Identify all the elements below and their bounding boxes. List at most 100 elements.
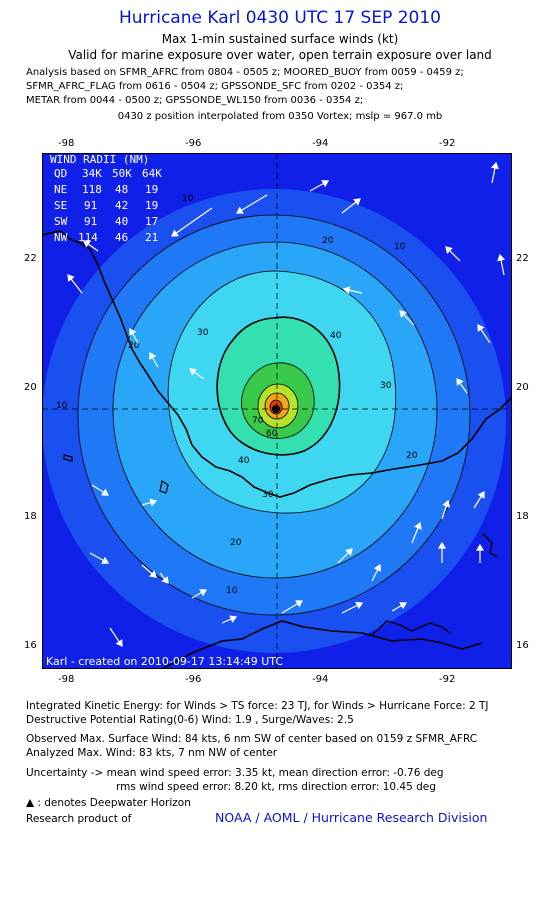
- radii-se-64: 19: [145, 199, 158, 212]
- contour-label-20-a: 20: [322, 236, 334, 246]
- wind-arrow-head: [67, 274, 75, 282]
- contour-label-10-d: 10: [226, 586, 238, 596]
- wind-arrow-head: [475, 543, 485, 551]
- lon-tick-bottom-96: -96: [185, 674, 202, 685]
- wind-arrow-head: [83, 240, 91, 248]
- map-frame: [42, 153, 512, 669]
- wind-arrow-head: [342, 286, 351, 295]
- wind-arrow-head: [353, 198, 361, 206]
- ike-line: Integrated Kinetic Energy: for Winds > T…: [26, 700, 489, 712]
- lat-tick-left-22: 22: [24, 253, 37, 264]
- radii-header-64k: 64K: [142, 167, 162, 180]
- map-credit: Karl - created on 2010-09-17 13:14:49 UT…: [46, 655, 283, 668]
- contour-label-40-a: 40: [330, 331, 342, 341]
- contour-label-30-a: 30: [197, 328, 209, 338]
- coastline-cuba-west: [371, 620, 451, 636]
- lat-tick-left-20: 20: [24, 382, 37, 393]
- radii-nw-50: 46: [115, 231, 128, 244]
- coastline-mexico: [42, 230, 512, 498]
- lon-tick-bottom-98: -98: [58, 674, 75, 685]
- lat-tick-right-18: 18: [516, 511, 529, 522]
- radii-header-qd: QD: [54, 167, 67, 180]
- contour-label-70: 70: [252, 416, 264, 426]
- contour-label-30-b: 30: [380, 381, 392, 391]
- wind-arrow-head: [477, 324, 485, 332]
- observed-max-line: Observed Max. Surface Wind: 84 kts, 6 nm…: [26, 733, 478, 745]
- wind-radii-table: WIND RADII (NM) QD 34K 50K 64K NE 118 48…: [50, 153, 162, 244]
- wind-arrow-head: [456, 378, 464, 386]
- research-label: Research product of: [26, 813, 132, 825]
- radii-nw-64: 21: [145, 231, 158, 244]
- position-note: 0430 z position interpolated from 0350 V…: [117, 111, 443, 122]
- wind-arrow: [171, 207, 213, 237]
- coastline-east: [481, 532, 499, 558]
- noaa-aoml-hrd-link[interactable]: NOAA / AOML / Hurricane Research Divisio…: [215, 810, 488, 825]
- contour-label-20-c: 20: [406, 451, 418, 461]
- wind-arrow-head: [129, 327, 137, 336]
- radii-se-50: 42: [115, 199, 128, 212]
- wind-arrow-head: [414, 521, 422, 530]
- wind-arrow-head: [171, 229, 179, 237]
- deepwater-note: : denotes Deepwater Horizon: [26, 797, 191, 809]
- page-title: Hurricane Karl 0430 UTC 17 SEP 2010: [118, 8, 441, 28]
- lon-tick-top-96: -96: [185, 138, 202, 149]
- radii-se-label: SE: [54, 199, 67, 212]
- dpr-line: Destructive Potential Rating(0-6) Wind: …: [26, 714, 354, 726]
- wind-arrow-head: [161, 576, 169, 584]
- contour-label-20-b: 20: [128, 341, 140, 351]
- wind-arrow-head: [399, 310, 407, 318]
- radii-sw-64: 17: [145, 215, 158, 228]
- lon-tick-top-92: -92: [439, 138, 456, 149]
- radii-nw-label: NW: [54, 231, 68, 244]
- wind-arrow-head: [115, 639, 123, 647]
- uncertainty-line-2: rms wind speed error: 8.20 kt, rms direc…: [116, 781, 436, 793]
- uncertainty-line-1: Uncertainty -> mean wind speed error: 3.…: [26, 767, 444, 779]
- wind-arrows: [67, 161, 506, 647]
- lon-tick-top-94: -94: [312, 138, 329, 149]
- lat-tick-left-16: 16: [24, 640, 37, 651]
- radii-header-34k: 34K: [82, 167, 102, 180]
- valid-note: Valid for marine exposure over water, op…: [68, 48, 492, 62]
- wind-arrow-head: [229, 615, 238, 623]
- wind-arrow-head: [149, 351, 157, 360]
- contour-label-60: 60: [266, 429, 278, 439]
- analysis-line-1: Analysis based on SFMR_AFRC from 0804 - …: [26, 67, 464, 78]
- wind-arrow-head: [477, 491, 485, 499]
- lon-tick-bottom-92: -92: [439, 674, 456, 685]
- wind-arrow-head: [373, 563, 382, 572]
- wind-arrow: [236, 194, 268, 214]
- analyzed-max-line: Analyzed Max. Wind: 83 kts, 7 nm NW of c…: [26, 747, 278, 759]
- wind-arrow-head: [199, 589, 208, 597]
- wind-arrow-head: [442, 499, 451, 508]
- wind-arrow-head: [345, 548, 353, 556]
- lon-tick-bottom-94: -94: [312, 674, 329, 685]
- radii-header-50k: 50K: [112, 167, 132, 180]
- radii-sw-50: 40: [115, 215, 128, 228]
- lat-tick-right-20: 20: [516, 382, 529, 393]
- wind-radii-title: WIND RADII (NM): [50, 153, 149, 166]
- contour-label-20-d: 20: [230, 538, 242, 548]
- contour-label-10-b: 10: [394, 242, 406, 252]
- subtitle: Max 1-min sustained surface winds (kt): [161, 32, 399, 46]
- wind-arrow-head: [236, 206, 244, 214]
- lat-tick-right-22: 22: [516, 253, 529, 264]
- coastline-island-1: [159, 480, 169, 494]
- wind-field-map: 10 20 10 30 40 20 30 10 20 70 60 40 30 2…: [42, 153, 512, 669]
- wind-arrow-head: [399, 602, 408, 610]
- radii-ne-34: 118: [82, 183, 102, 196]
- wind-arrow-head: [101, 556, 110, 564]
- wind-arrow-head: [101, 488, 109, 496]
- lat-tick-right-16: 16: [516, 640, 529, 651]
- contour-label-10-c: 10: [56, 401, 68, 411]
- deepwater-icon: [26, 799, 34, 807]
- wind-arrow-head: [490, 161, 499, 170]
- wind-arrow-head: [321, 180, 330, 188]
- coastline-island-2: [63, 454, 73, 462]
- lat-tick-left-18: 18: [24, 511, 37, 522]
- radii-se-34: 91: [84, 199, 97, 212]
- radii-sw-34: 91: [84, 215, 97, 228]
- wind-arrow-head: [149, 570, 157, 578]
- analysis-line-3: METAR from 0044 - 0500 z; GPSSONDE_WL150…: [26, 95, 364, 106]
- radii-ne-50: 48: [115, 183, 128, 196]
- contour-label-30-c: 30: [262, 490, 274, 500]
